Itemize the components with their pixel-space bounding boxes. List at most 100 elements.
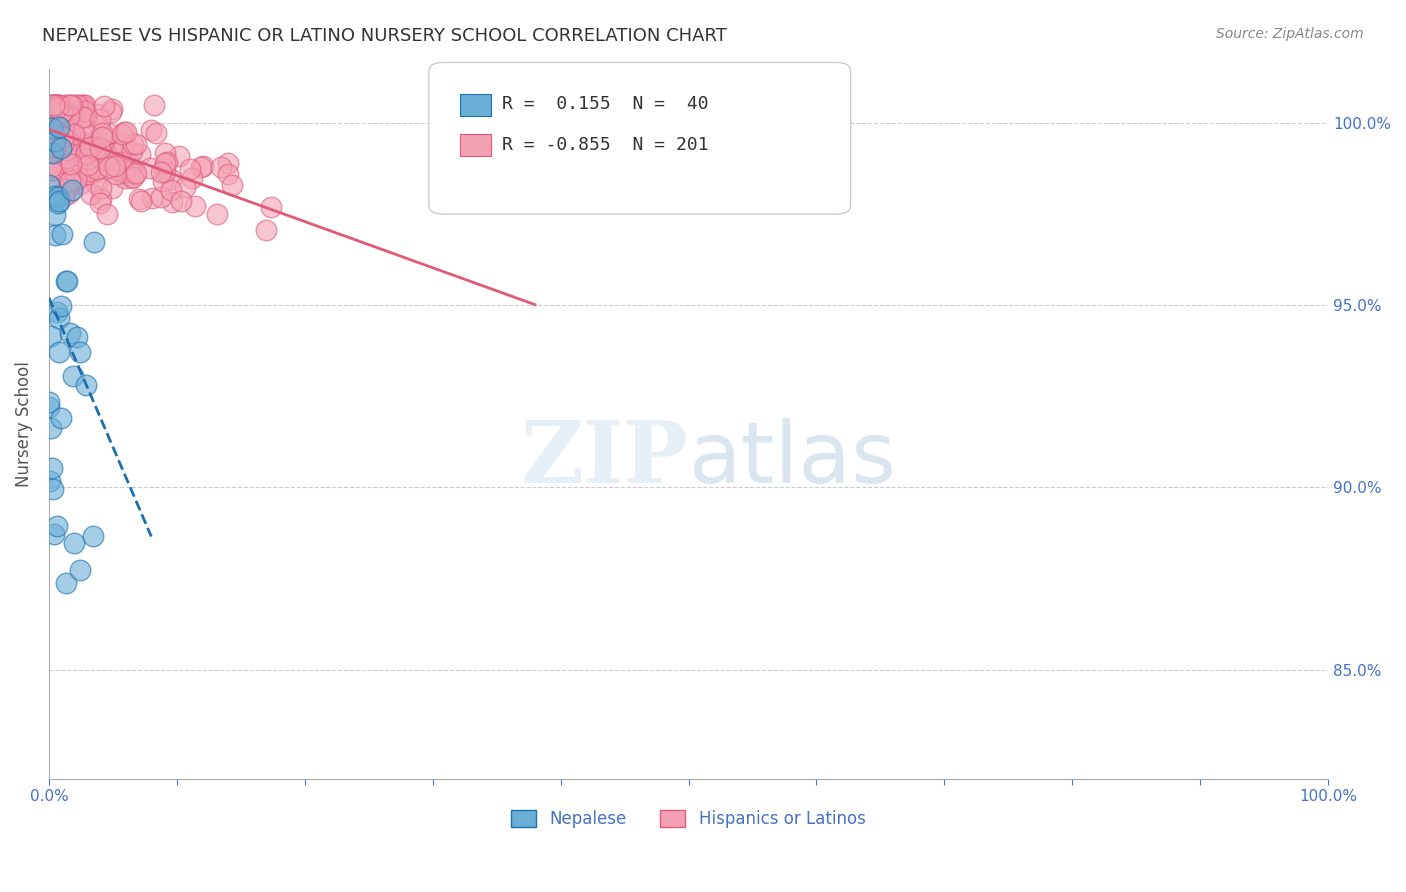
Point bbox=[93, 99, 115, 113]
Point bbox=[96, 207, 118, 221]
Point bbox=[89, 112, 111, 127]
Point bbox=[58, 186, 80, 201]
Point bbox=[62, 369, 84, 384]
Point bbox=[55, 137, 77, 152]
Point bbox=[83, 140, 105, 154]
Point bbox=[42, 526, 65, 541]
Point bbox=[89, 195, 111, 210]
Point bbox=[160, 183, 183, 197]
Point bbox=[141, 191, 163, 205]
Point bbox=[97, 126, 120, 140]
Point bbox=[48, 108, 70, 122]
Point bbox=[42, 163, 65, 178]
Point bbox=[91, 126, 114, 140]
Point bbox=[39, 145, 62, 159]
Point bbox=[122, 137, 145, 152]
Point bbox=[39, 145, 62, 160]
Point bbox=[104, 167, 127, 181]
Point bbox=[125, 137, 148, 152]
Point bbox=[87, 119, 110, 133]
Point bbox=[48, 310, 70, 325]
Point bbox=[76, 107, 98, 121]
Point bbox=[39, 117, 62, 131]
Point bbox=[65, 171, 87, 186]
Point bbox=[51, 101, 73, 115]
Point bbox=[72, 110, 94, 124]
Point bbox=[44, 134, 66, 148]
Point bbox=[58, 142, 80, 156]
Point bbox=[53, 188, 76, 202]
Point bbox=[70, 98, 93, 112]
Text: Source: ZipAtlas.com: Source: ZipAtlas.com bbox=[1216, 27, 1364, 41]
Point bbox=[73, 100, 96, 114]
Point bbox=[56, 158, 79, 172]
Point bbox=[45, 305, 67, 319]
Point bbox=[45, 108, 67, 122]
Point bbox=[38, 98, 60, 112]
Point bbox=[142, 98, 165, 112]
Point bbox=[205, 207, 228, 221]
Point bbox=[44, 140, 66, 154]
Point bbox=[66, 98, 89, 112]
Point bbox=[49, 156, 72, 170]
Point bbox=[179, 162, 201, 177]
Point bbox=[77, 164, 100, 178]
Point bbox=[84, 163, 107, 178]
Point bbox=[75, 146, 97, 161]
Point bbox=[90, 181, 112, 195]
Point bbox=[58, 103, 80, 117]
Point bbox=[62, 98, 84, 112]
Point bbox=[86, 161, 108, 176]
Text: R = -0.855  N = 201: R = -0.855 N = 201 bbox=[502, 136, 709, 153]
Point bbox=[39, 421, 62, 435]
Point bbox=[39, 328, 62, 343]
Point bbox=[73, 103, 96, 118]
Point bbox=[62, 536, 84, 550]
Point bbox=[62, 126, 84, 140]
Point bbox=[221, 178, 243, 192]
Point bbox=[38, 394, 60, 409]
Point bbox=[73, 98, 96, 112]
Point bbox=[44, 98, 66, 112]
Point bbox=[121, 171, 143, 186]
Point bbox=[104, 159, 127, 173]
Point bbox=[169, 149, 191, 163]
Point bbox=[89, 141, 111, 155]
Point bbox=[125, 166, 148, 180]
Point bbox=[66, 98, 89, 112]
Point bbox=[190, 160, 212, 174]
Point bbox=[48, 101, 70, 115]
Point bbox=[41, 98, 63, 112]
Point bbox=[122, 169, 145, 184]
Point bbox=[139, 161, 162, 175]
Point bbox=[63, 127, 86, 141]
Point bbox=[41, 103, 63, 118]
Point bbox=[60, 122, 83, 136]
Point bbox=[111, 127, 134, 141]
Point bbox=[38, 400, 60, 414]
Point bbox=[63, 128, 86, 142]
Point bbox=[76, 161, 98, 175]
Point bbox=[53, 98, 76, 112]
Point bbox=[155, 146, 177, 161]
Point bbox=[83, 235, 105, 249]
Point bbox=[73, 121, 96, 136]
Point bbox=[77, 152, 100, 166]
Point bbox=[38, 150, 60, 164]
Point bbox=[38, 474, 60, 488]
Point bbox=[48, 345, 70, 359]
Point bbox=[66, 109, 89, 123]
Point bbox=[129, 194, 152, 209]
Point bbox=[59, 174, 82, 188]
Point bbox=[52, 136, 75, 151]
Point bbox=[55, 182, 77, 196]
Point bbox=[155, 155, 177, 169]
Point bbox=[48, 120, 70, 134]
Point bbox=[44, 228, 66, 243]
Point bbox=[112, 125, 135, 139]
Point bbox=[77, 137, 100, 152]
Point bbox=[41, 121, 63, 136]
Point bbox=[149, 189, 172, 203]
Point bbox=[80, 186, 103, 201]
Point bbox=[90, 130, 112, 145]
